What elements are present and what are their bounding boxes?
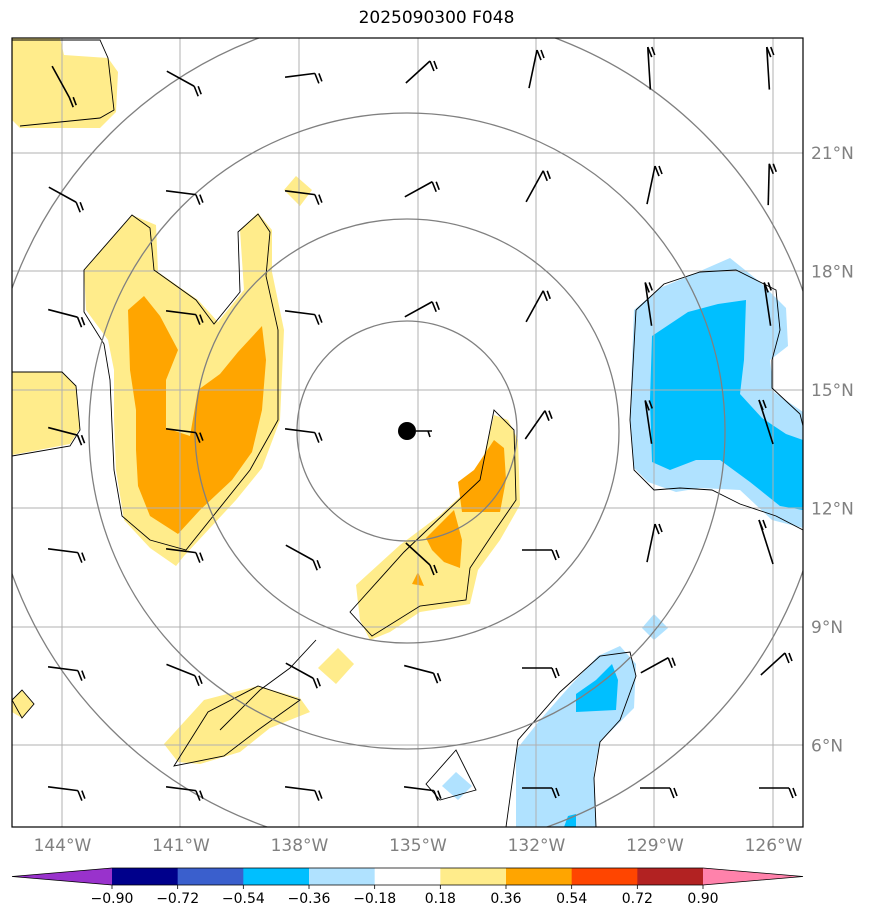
- wind-barb: [48, 426, 86, 446]
- wind-barb: [165, 785, 204, 801]
- wind-barb: [522, 667, 560, 679]
- storm-center-marker: [398, 422, 416, 440]
- wind-barb: [522, 787, 560, 799]
- contour-outlines: [12, 39, 803, 827]
- colorbar-tick-label: 0.54: [556, 891, 587, 907]
- wind-barb: [644, 282, 653, 326]
- wind-barb: [285, 662, 321, 689]
- wind-barb: [284, 785, 323, 801]
- wind-barb: [760, 652, 793, 676]
- map-frame: [11, 37, 804, 828]
- wind-barb: [51, 65, 77, 108]
- wind-barb: [525, 170, 551, 203]
- lon-label: 141°W: [152, 836, 210, 856]
- lat-label: 18°N: [811, 263, 854, 283]
- colorbar-segment: [440, 868, 507, 885]
- lon-label: 132°W: [508, 836, 566, 856]
- wind-barb: [165, 547, 204, 563]
- colorbar-tick-label: −0.54: [222, 891, 265, 907]
- wind-barb: [284, 309, 323, 325]
- lat-label: 9°N: [811, 618, 843, 638]
- colorbar-tick-label: 0.90: [687, 891, 718, 907]
- wind-barb: [165, 309, 204, 325]
- wind-barb: [166, 663, 203, 687]
- map-field: [12, 38, 803, 827]
- wind-barb: [404, 301, 440, 318]
- wind-barb: [47, 665, 86, 681]
- colorbar-tick-label: 0.36: [490, 891, 521, 907]
- lat-label: 21°N: [811, 144, 854, 164]
- wind-barb: [767, 163, 778, 206]
- longitude-labels: 144°W 141°W 138°W 135°W 132°W 129°W 126°W: [34, 836, 803, 856]
- wind-barbs: [47, 46, 797, 801]
- orange-shading: [128, 296, 506, 586]
- colorbar-tick-label: −0.90: [91, 891, 134, 907]
- colorbar-tick-label: −0.72: [156, 891, 199, 907]
- wind-barb: [284, 72, 323, 84]
- wind-barb: [758, 519, 774, 565]
- wind-barb: [528, 49, 545, 89]
- wind-barb: [403, 785, 442, 801]
- colorbar-extend-high: [703, 868, 803, 885]
- colorbar-segment: [309, 868, 376, 885]
- wind-barb: [640, 657, 676, 674]
- colorbar-segment: [112, 868, 179, 885]
- wind-barb: [524, 410, 553, 440]
- wind-barb: [165, 189, 204, 205]
- wind-barb: [640, 787, 678, 799]
- lon-label: 126°W: [745, 836, 803, 856]
- colorbar-segment: [374, 868, 441, 885]
- wind-barb: [404, 664, 442, 684]
- wind-barb: [405, 542, 438, 576]
- colorbar-tick-label: 0.72: [622, 891, 653, 907]
- wind-barb: [285, 544, 321, 571]
- colorbar-tick-label: −0.18: [353, 891, 396, 907]
- latitude-labels: 21°N 18°N 15°N 12°N 9°N 6°N: [811, 144, 854, 757]
- wind-barb: [644, 400, 653, 444]
- wind-barb: [763, 282, 772, 326]
- yellow-shading: [12, 38, 520, 764]
- wind-barb: [47, 547, 86, 563]
- lon-label: 135°W: [389, 836, 447, 856]
- lat-label: 15°N: [811, 381, 854, 401]
- lat-label: 12°N: [811, 500, 854, 520]
- lon-label: 138°W: [271, 836, 329, 856]
- wind-barb: [646, 46, 656, 90]
- wind-barb: [405, 60, 438, 84]
- wind-barb: [646, 523, 663, 563]
- wind-barb: [765, 46, 775, 90]
- colorbar-segment: [506, 868, 573, 885]
- wind-barb: [48, 186, 84, 213]
- wind-barb: [404, 181, 440, 198]
- wind-barb: [758, 399, 774, 445]
- grid-lines: [12, 38, 803, 827]
- wind-barb: [47, 785, 86, 801]
- colorbar-segment: [637, 868, 704, 885]
- wind-barb: [646, 165, 663, 205]
- lat-label: 6°N: [811, 737, 843, 757]
- wind-barb: [284, 427, 323, 443]
- map-title: 2025090300 F048: [358, 8, 515, 28]
- lon-label: 129°W: [626, 836, 684, 856]
- center-wind-barb: [416, 430, 432, 438]
- skyblue-shading: [564, 300, 803, 827]
- colorbar-segment: [177, 868, 244, 885]
- wind-barb: [284, 189, 323, 205]
- colorbar-extend-low: [12, 868, 112, 885]
- wind-barb: [525, 290, 551, 323]
- colorbar-segment: [243, 868, 310, 885]
- wind-barb: [165, 427, 204, 443]
- wind-barb: [522, 549, 560, 561]
- colorbar-tick-label: 0.18: [425, 891, 456, 907]
- wind-barb: [166, 70, 202, 97]
- lon-label: 144°W: [34, 836, 92, 856]
- colorbar-segment: [571, 868, 638, 885]
- colorbar: −0.90 −0.72 −0.54 −0.36 −0.18 0.18 0.36 0.54 0.7…: [11, 867, 804, 907]
- colorbar-tick-label: −0.36: [288, 891, 331, 907]
- wind-barb: [48, 308, 86, 328]
- wind-barb: [759, 787, 797, 799]
